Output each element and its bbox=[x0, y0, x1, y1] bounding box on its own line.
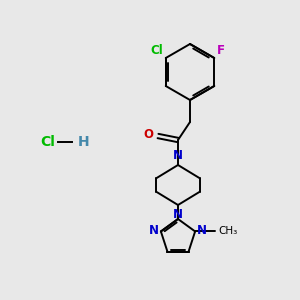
Text: N: N bbox=[173, 149, 183, 162]
Text: O: O bbox=[143, 128, 153, 142]
Text: CH₃: CH₃ bbox=[218, 226, 237, 236]
Text: Cl: Cl bbox=[40, 135, 56, 149]
Text: H: H bbox=[78, 135, 90, 149]
Text: Cl: Cl bbox=[150, 44, 163, 57]
Text: N: N bbox=[173, 208, 183, 221]
Text: F: F bbox=[217, 44, 225, 57]
Text: N: N bbox=[149, 224, 159, 237]
Text: N: N bbox=[197, 224, 207, 237]
